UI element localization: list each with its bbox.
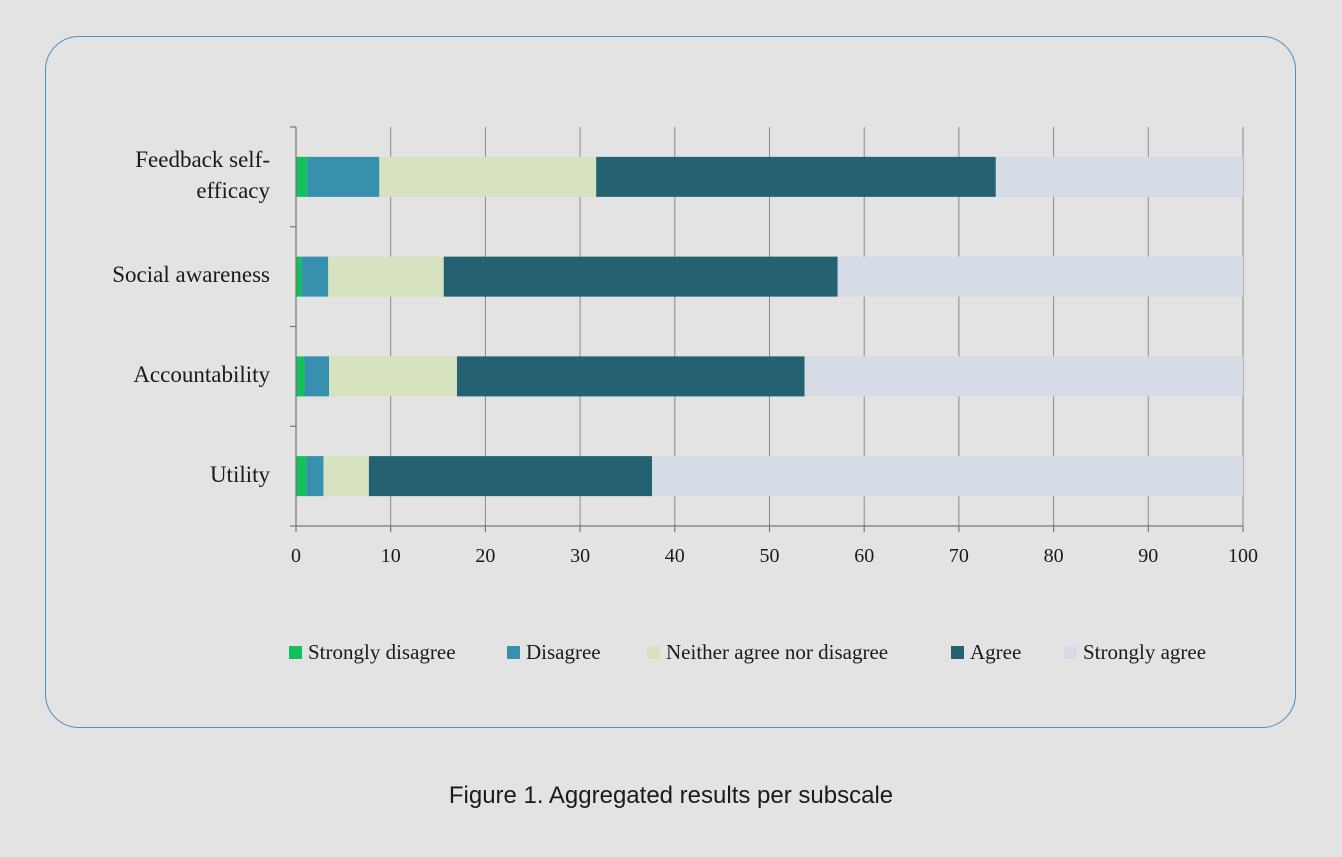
legend-swatch — [647, 646, 660, 659]
bar-segment — [596, 156, 996, 197]
x-tick-label: 100 — [1228, 545, 1258, 567]
x-tick-label: 70 — [948, 545, 969, 567]
legend-label: Neither agree nor disagree — [666, 640, 889, 664]
category-label-line: Accountability — [133, 361, 270, 387]
legend-swatch — [951, 646, 964, 659]
legend-item: Strongly agree — [1064, 640, 1206, 665]
legend-swatch — [507, 646, 520, 659]
bar-segment — [368, 456, 653, 497]
x-tick-label: 60 — [854, 545, 875, 567]
legend-label: Strongly agree — [1083, 640, 1207, 664]
category-label: Feedback self-efficacy — [30, 144, 270, 206]
legend-item: Agree — [951, 640, 1021, 665]
x-tick-label: 40 — [664, 545, 685, 567]
figure-caption: Figure 1. Aggregated results per subscal… — [448, 782, 894, 809]
bar-segment — [306, 456, 324, 497]
legend-label: Strongly disagree — [308, 640, 456, 664]
legend-swatch — [1064, 646, 1077, 659]
bar-segment — [296, 356, 305, 397]
bar-segment — [456, 356, 805, 397]
category-label-line: efficacy — [196, 177, 270, 203]
category-label-line: Social awareness — [112, 262, 270, 288]
x-tick-label: 80 — [1043, 545, 1064, 567]
x-tick-label: 90 — [1138, 545, 1159, 567]
category-label-line: Utility — [209, 461, 270, 487]
x-tick-label: 0 — [291, 545, 301, 567]
category-label: Social awareness — [30, 259, 270, 290]
bar-segment — [379, 156, 597, 197]
category-label: Utility — [30, 459, 270, 490]
bar-segment — [995, 156, 1243, 197]
bar-segment — [652, 456, 1243, 497]
category-label-line: Feedback self- — [135, 146, 270, 172]
bar-segment — [296, 156, 308, 197]
bar-segment — [328, 256, 444, 297]
x-tick-label: 50 — [759, 545, 780, 567]
bar-segment — [301, 256, 329, 297]
legend-item: Strongly disagree — [289, 640, 456, 665]
bar-segment — [307, 156, 380, 197]
chart-panel — [45, 36, 1296, 728]
legend-item: Neither agree nor disagree — [647, 640, 888, 665]
bar-segment — [329, 356, 457, 397]
category-label: Accountability — [30, 359, 270, 390]
legend-label: Agree — [970, 640, 1022, 664]
legend-item: Disagree — [507, 640, 601, 665]
bar-segment — [304, 356, 330, 397]
bar-segment — [804, 356, 1243, 397]
x-tick-label: 10 — [380, 545, 401, 567]
bar-segment — [296, 456, 307, 497]
bar-segment — [837, 256, 1243, 297]
bar-segment — [296, 256, 302, 297]
bar-segment — [323, 456, 369, 497]
legend-swatch — [289, 646, 302, 659]
bar-segment — [443, 256, 838, 297]
x-tick-label: 20 — [475, 545, 496, 567]
x-tick-label: 30 — [570, 545, 591, 567]
legend-label: Disagree — [526, 640, 601, 664]
